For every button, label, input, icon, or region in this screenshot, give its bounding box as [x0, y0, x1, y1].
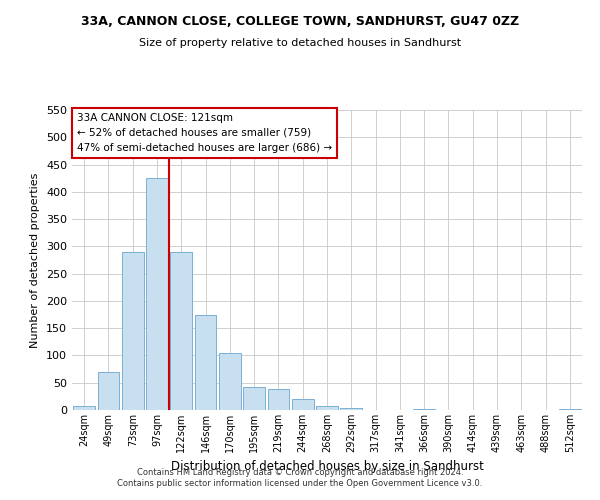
Y-axis label: Number of detached properties: Number of detached properties	[31, 172, 40, 348]
Bar	[268, 390, 289, 410]
Text: Contains HM Land Registry data © Crown copyright and database right 2024.
Contai: Contains HM Land Registry data © Crown c…	[118, 468, 482, 487]
Bar	[97, 372, 119, 410]
Bar	[73, 406, 95, 410]
Bar	[292, 399, 314, 410]
Bar	[559, 409, 581, 410]
Bar	[122, 252, 143, 410]
Text: 33A CANNON CLOSE: 121sqm
← 52% of detached houses are smaller (759)
47% of semi-: 33A CANNON CLOSE: 121sqm ← 52% of detach…	[77, 113, 332, 152]
Bar	[170, 252, 192, 410]
Text: Size of property relative to detached houses in Sandhurst: Size of property relative to detached ho…	[139, 38, 461, 48]
Text: 33A, CANNON CLOSE, COLLEGE TOWN, SANDHURST, GU47 0ZZ: 33A, CANNON CLOSE, COLLEGE TOWN, SANDHUR…	[81, 15, 519, 28]
X-axis label: Distribution of detached houses by size in Sandhurst: Distribution of detached houses by size …	[170, 460, 484, 473]
Bar	[243, 386, 265, 410]
Bar	[340, 408, 362, 410]
Bar	[146, 178, 168, 410]
Bar	[194, 314, 217, 410]
Bar	[219, 352, 241, 410]
Bar	[413, 409, 435, 410]
Bar	[316, 406, 338, 410]
